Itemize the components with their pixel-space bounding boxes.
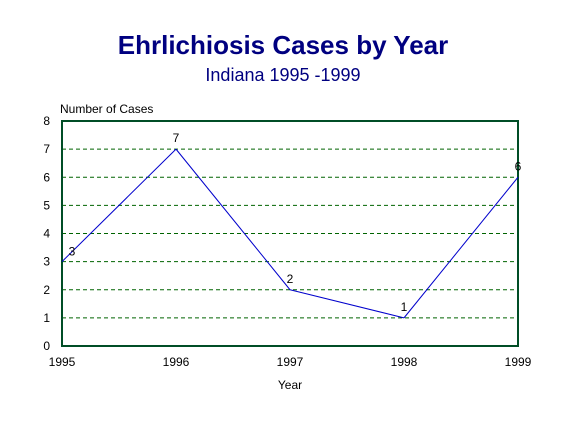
x-tick-label: 1996 xyxy=(163,355,190,369)
series-line-segment xyxy=(61,148,177,262)
series-line-segment xyxy=(175,148,291,291)
data-label: 7 xyxy=(173,131,180,145)
x-axis-label: Year xyxy=(278,378,302,392)
x-tick-label: 1997 xyxy=(277,355,304,369)
y-tick-label: 7 xyxy=(43,142,50,156)
y-axis-label: Number of Cases xyxy=(60,102,153,116)
data-label: 1 xyxy=(401,300,408,314)
x-tick-label: 1995 xyxy=(49,355,76,369)
data-label: 2 xyxy=(287,272,294,286)
y-tick-label: 1 xyxy=(43,311,50,325)
y-tick-label: 3 xyxy=(43,255,50,269)
series-line-segment xyxy=(403,176,519,319)
chart-subtitle: Indiana 1995 -1999 xyxy=(205,65,361,85)
series-line-segment xyxy=(289,289,405,319)
y-tick-label: 6 xyxy=(43,170,50,184)
plot-frame xyxy=(61,120,519,347)
y-tick-label: 4 xyxy=(43,227,50,241)
x-tick-label: 1998 xyxy=(391,355,418,369)
data-label: 6 xyxy=(515,159,522,173)
y-tick-label: 5 xyxy=(43,198,50,212)
y-tick-label: 0 xyxy=(43,339,50,353)
y-tick-label: 2 xyxy=(43,283,50,297)
chart-title: Ehrlichiosis Cases by Year xyxy=(117,30,449,60)
y-tick-label: 8 xyxy=(43,114,50,128)
x-tick-label: 1999 xyxy=(505,355,532,369)
data-label: 3 xyxy=(69,245,76,259)
